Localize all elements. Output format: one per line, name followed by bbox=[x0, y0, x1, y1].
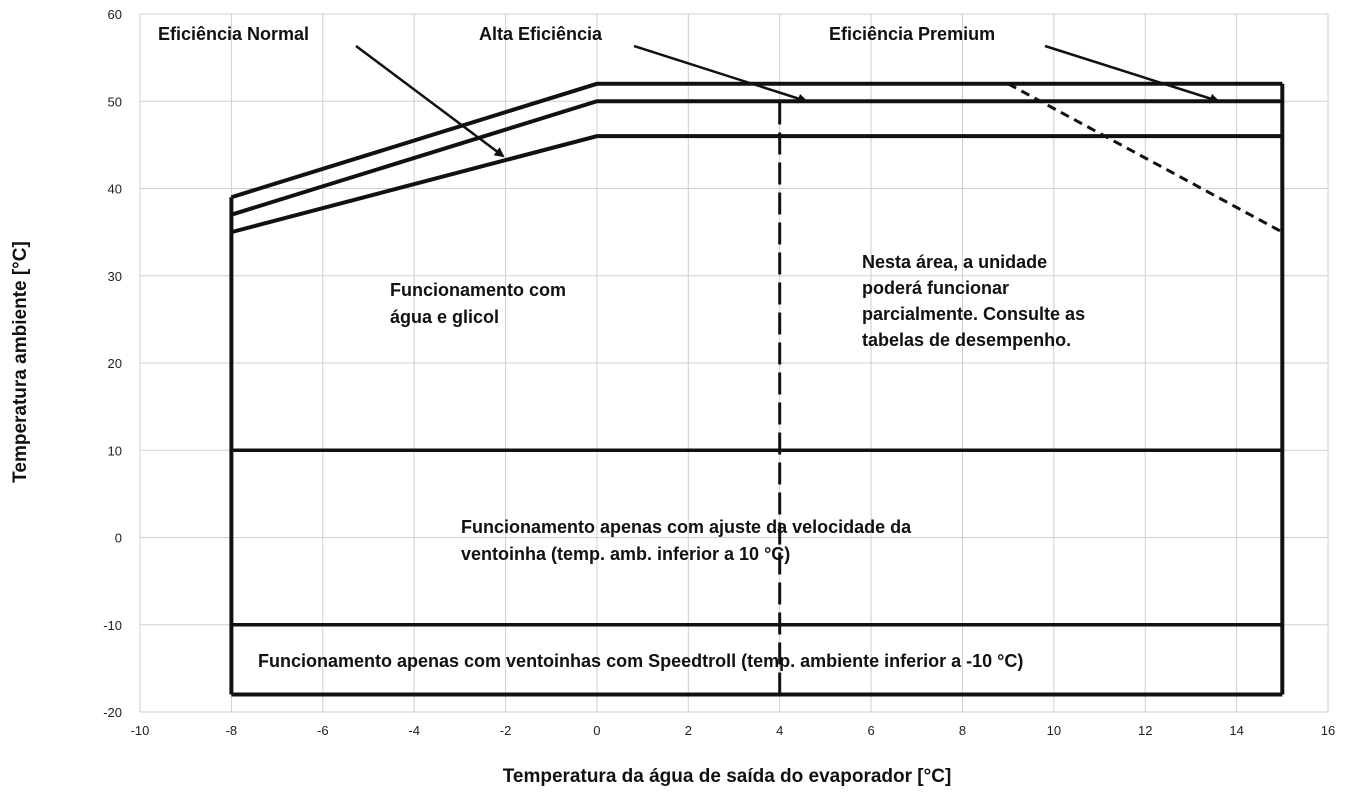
speedtroll-region-text-line-1: Funcionamento apenas com ventoinhas com … bbox=[258, 651, 1023, 671]
y-tick-label: 30 bbox=[108, 269, 122, 284]
glycol-region-text-line-2: água e glicol bbox=[390, 307, 499, 327]
fan-speed-region-text-line-2: ventoinha (temp. amb. inferior a 10 °C) bbox=[461, 544, 790, 564]
x-tick-label: -6 bbox=[317, 723, 329, 738]
series-lines bbox=[230, 81, 1283, 235]
x-tick-label: 8 bbox=[959, 723, 966, 738]
grid bbox=[139, 13, 1329, 713]
series-label-3: Eficiência Premium bbox=[829, 24, 995, 44]
y-tick-label: -10 bbox=[103, 618, 122, 633]
x-tick-label: -4 bbox=[408, 723, 420, 738]
series-label-arrow-3 bbox=[1044, 44, 1220, 104]
series-line-3 bbox=[230, 81, 1283, 200]
y-tick-label: 40 bbox=[108, 182, 122, 197]
x-tick-label: 4 bbox=[776, 723, 783, 738]
x-tick-label: -10 bbox=[131, 723, 150, 738]
partial-region-text-line-3: parcialmente. Consulte as bbox=[862, 304, 1085, 324]
y-tick-label: 20 bbox=[108, 356, 122, 371]
y-axis-label: Temperatura ambiente [°C] bbox=[10, 241, 31, 483]
premium-dashed-limit bbox=[1007, 82, 1284, 234]
series-label-arrow-2 bbox=[633, 44, 808, 104]
partial-region-text-line-1: Nesta área, a unidade bbox=[862, 252, 1047, 272]
x-tick-label: 2 bbox=[685, 723, 692, 738]
series-label-1: Eficiência Normal bbox=[158, 24, 309, 44]
x-tick-label: -8 bbox=[226, 723, 238, 738]
y-tick-label: 50 bbox=[108, 94, 122, 109]
glycol-region-text-line-1: Funcionamento com bbox=[390, 280, 566, 300]
x-tick-label: 0 bbox=[593, 723, 600, 738]
x-tick-label: -2 bbox=[500, 723, 512, 738]
y-tick-label: 10 bbox=[108, 443, 122, 458]
region-boundaries bbox=[229, 82, 1285, 697]
x-tick-label: 14 bbox=[1229, 723, 1243, 738]
series-line-1 bbox=[230, 134, 1283, 235]
series-label-arrow-1 bbox=[355, 44, 505, 158]
y-tick-label: -20 bbox=[103, 705, 122, 720]
x-tick-label: 6 bbox=[867, 723, 874, 738]
x-tick-label: 16 bbox=[1321, 723, 1335, 738]
x-axis-label: Temperatura da água de saída do evaporad… bbox=[503, 766, 952, 787]
series-label-2: Alta Eficiência bbox=[479, 24, 603, 44]
y-tick-label: 60 bbox=[108, 7, 122, 22]
x-tick-label: 10 bbox=[1047, 723, 1061, 738]
y-tick-label: 0 bbox=[115, 531, 122, 546]
tick-labels: -10 -8 -6 -4 -2 0 2 4 6 8 10 12 14 166050403020100-10… bbox=[103, 7, 1335, 738]
partial-region-text-line-2: poderá funcionar bbox=[862, 278, 1009, 298]
annotations: Eficiência Normal Alta Eficiência Eficiênc… bbox=[158, 24, 1220, 671]
series-line-2 bbox=[230, 99, 1283, 217]
fan-speed-region-text-line-1: Funcionamento apenas com ajuste da veloc… bbox=[461, 517, 912, 537]
x-tick-label: 12 bbox=[1138, 723, 1152, 738]
partial-region-text-line-4: tabelas de desempenho. bbox=[862, 330, 1071, 350]
